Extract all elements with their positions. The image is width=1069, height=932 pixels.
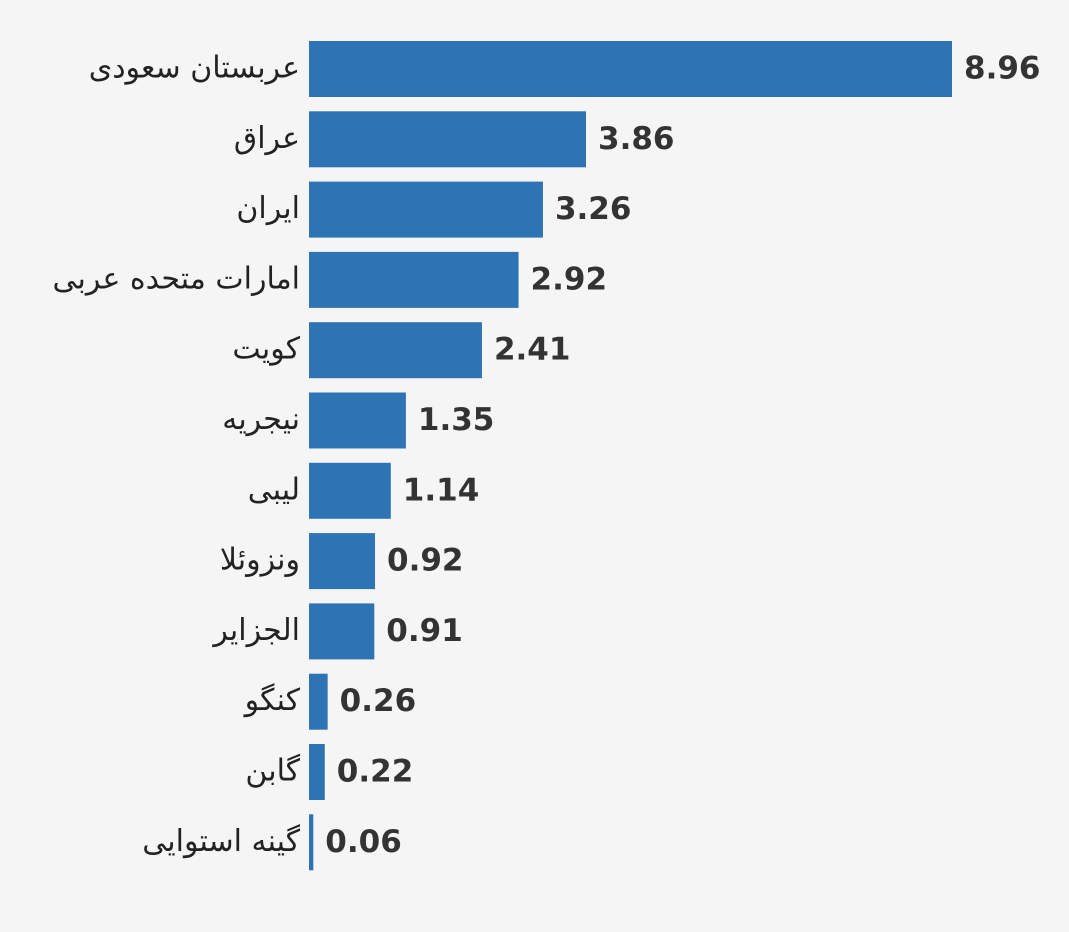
value-label: 2.92 xyxy=(531,261,608,297)
value-label: 0.22 xyxy=(337,754,414,790)
category-label: گابن xyxy=(245,754,300,789)
category-label: لیبی xyxy=(248,472,300,507)
bar xyxy=(309,251,519,308)
value-label: 0.91 xyxy=(386,613,463,649)
bar xyxy=(309,41,952,97)
bar xyxy=(309,322,482,379)
category-label: گینه استوایی xyxy=(142,824,300,859)
value-label: 0.92 xyxy=(387,543,464,579)
bar xyxy=(309,814,314,871)
category-label: امارات متحده عربی xyxy=(53,261,300,296)
bar xyxy=(309,673,328,730)
bar xyxy=(309,533,376,590)
category-label: ونزوئلا xyxy=(220,543,300,578)
value-label: 3.86 xyxy=(598,121,675,157)
category-label: الجزایر xyxy=(211,613,300,648)
category-label: کویت xyxy=(232,332,300,367)
bar xyxy=(309,392,406,449)
bar xyxy=(309,462,391,519)
value-label: 3.26 xyxy=(555,191,632,227)
category-label: عربستان سعودی xyxy=(89,51,300,86)
bar xyxy=(309,111,587,168)
bar xyxy=(309,603,375,660)
value-label: 1.14 xyxy=(403,472,480,508)
value-label: 0.26 xyxy=(340,683,417,719)
value-label: 2.41 xyxy=(494,332,571,368)
category-label: نیجریه xyxy=(222,402,300,437)
bar xyxy=(309,744,325,800)
bar xyxy=(309,181,543,238)
category-label: عراق xyxy=(234,121,300,156)
value-label: 1.35 xyxy=(418,402,495,438)
category-label: کنگو xyxy=(243,683,301,718)
category-label: ایران xyxy=(236,191,300,226)
value-label: 0.06 xyxy=(325,824,402,860)
value-label: 8.96 xyxy=(964,51,1041,87)
